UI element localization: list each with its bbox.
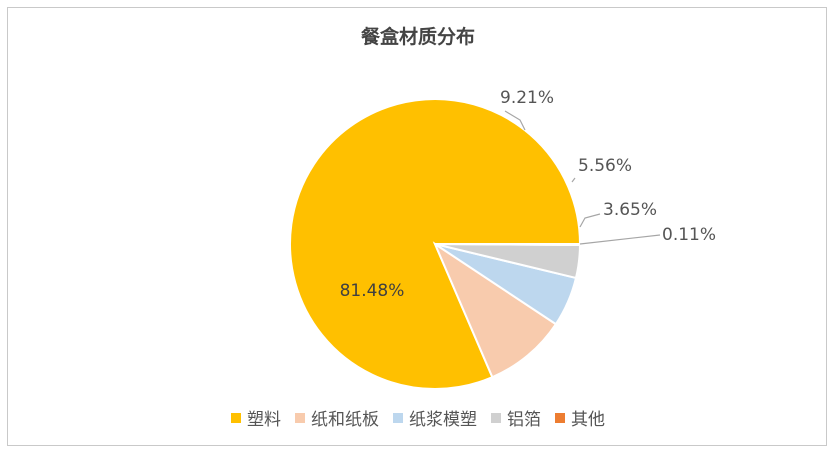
legend-label: 纸和纸板 bbox=[311, 410, 379, 430]
leader-line-2 bbox=[504, 110, 526, 131]
data-label-4: 3.65% bbox=[603, 200, 657, 220]
legend-label: 铝箔 bbox=[507, 410, 541, 430]
data-label-2: 9.21% bbox=[500, 88, 554, 108]
legend-item-2: 纸和纸板 bbox=[295, 405, 379, 430]
data-label-3: 5.56% bbox=[578, 156, 632, 176]
legend-label: 其他 bbox=[571, 410, 605, 430]
leader-line-3 bbox=[571, 177, 576, 183]
legend-label: 塑料 bbox=[247, 410, 281, 430]
legend-item-1: 塑料 bbox=[231, 405, 281, 430]
legend-item-4: 铝箔 bbox=[491, 405, 541, 430]
leader-line-4 bbox=[579, 213, 601, 228]
legend-swatch bbox=[295, 412, 305, 423]
pie-slice-2 bbox=[432, 241, 558, 379]
legend-item-5: 其他 bbox=[555, 405, 605, 430]
legend-swatch bbox=[393, 412, 403, 423]
legend-swatch bbox=[555, 412, 565, 423]
data-label-5: 0.11% bbox=[662, 225, 716, 245]
data-label-1: 81.48% bbox=[340, 281, 405, 301]
chart-legend: 塑料 纸和纸板 纸浆模塑 铝箔 其他 bbox=[0, 405, 836, 430]
legend-label: 纸浆模塑 bbox=[409, 410, 477, 430]
pie-slice-1 bbox=[289, 98, 582, 390]
leader-line-5 bbox=[579, 234, 661, 245]
legend-swatch bbox=[231, 412, 241, 423]
legend-swatch bbox=[491, 412, 501, 423]
legend-item-3: 纸浆模塑 bbox=[393, 405, 477, 430]
chart-title: 餐盒材质分布 bbox=[360, 26, 475, 48]
pie-slice-5 bbox=[434, 243, 582, 247]
